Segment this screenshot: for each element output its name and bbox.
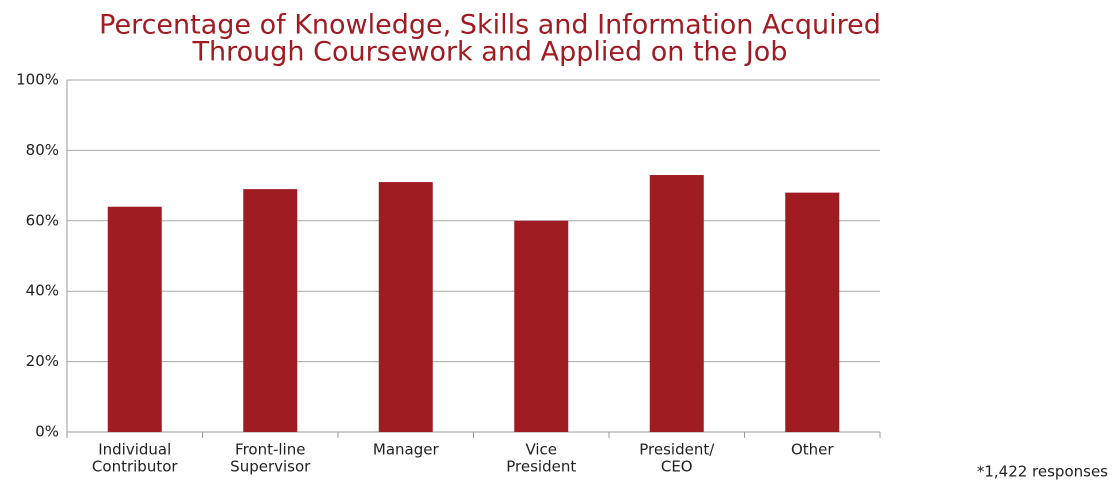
x-tick-label: Supervisor — [230, 458, 311, 476]
x-tick-label: Vice — [525, 441, 557, 459]
x-tick-label: Contributor — [92, 458, 178, 476]
bar — [649, 175, 704, 433]
bar — [514, 220, 569, 432]
y-tick-label: 60% — [26, 211, 59, 229]
bar — [378, 182, 433, 432]
chart-title: Percentage of Knowledge, Skills and Info… — [99, 10, 881, 41]
y-tick-label: 0% — [35, 423, 59, 441]
x-tick-label: Front-line — [235, 441, 305, 459]
footnote: *1,422 responses — [977, 463, 1108, 481]
x-tick-label: Individual — [98, 441, 171, 459]
x-tick-label: President — [506, 458, 576, 476]
chart-title: Through Coursework and Applied on the Jo… — [192, 37, 788, 68]
bar — [785, 192, 840, 432]
x-tick-label: Manager — [373, 441, 440, 459]
bar — [107, 206, 162, 432]
y-tick-label: 100% — [16, 71, 59, 89]
y-tick-label: 40% — [26, 282, 59, 300]
y-tick-label: 20% — [26, 352, 59, 370]
bar — [243, 189, 298, 432]
x-tick-label: President/ — [639, 441, 715, 459]
x-tick-label: CEO — [661, 458, 693, 476]
y-tick-label: 80% — [26, 141, 59, 159]
x-tick-label: Other — [791, 441, 834, 459]
